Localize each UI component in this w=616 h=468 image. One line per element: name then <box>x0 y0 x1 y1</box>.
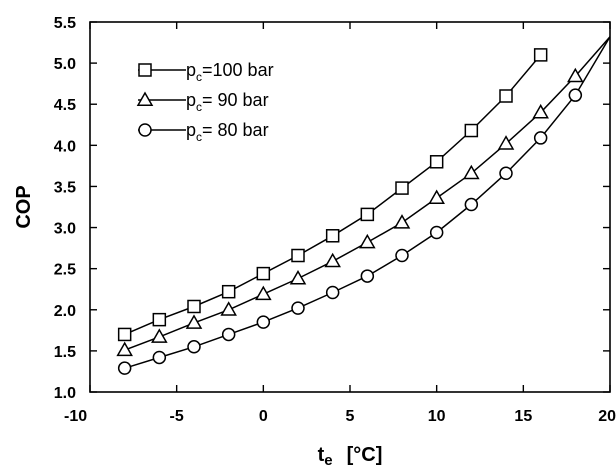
triangle-marker <box>151 328 168 343</box>
square-marker <box>152 312 167 327</box>
y-tick-label: 5.0 <box>54 56 76 73</box>
x-axis-title: te [°C] <box>318 444 383 468</box>
x-axis-title-main: t <box>318 444 325 466</box>
y-tick-label: 1.0 <box>54 385 76 402</box>
circle-marker <box>221 327 236 342</box>
square-marker <box>325 229 340 243</box>
circle-marker <box>499 166 513 181</box>
circle-marker <box>187 340 201 354</box>
circle-marker <box>360 269 375 283</box>
y-tick-label: 3.5 <box>54 179 76 196</box>
circle-marker <box>464 197 479 212</box>
triangle-marker <box>428 189 445 204</box>
legend-label-sub: c <box>196 130 202 144</box>
circle-marker <box>429 225 444 240</box>
circle-marker <box>568 88 583 102</box>
y-tick-label: 5.5 <box>54 15 76 32</box>
x-tick-label: 0 <box>259 408 268 425</box>
square-marker <box>499 89 513 103</box>
data-markers <box>116 48 584 375</box>
square-marker <box>291 248 305 263</box>
circle-marker <box>291 301 305 315</box>
triangle-marker <box>567 67 584 83</box>
circle-marker <box>395 248 409 263</box>
legend-label: pc=100 bar <box>186 60 274 84</box>
x-axis-title-unit: [°C] <box>347 444 383 466</box>
triangle-marker <box>359 233 376 249</box>
legend-label-sub: c <box>196 100 202 114</box>
circle-marker <box>533 131 548 145</box>
square-marker <box>138 63 152 77</box>
square-marker <box>533 48 548 62</box>
legend-label: pc= 90 bar <box>186 90 269 114</box>
x-axis-title-sub: e <box>324 452 332 468</box>
legend-label-rest: =100 bar <box>202 60 274 80</box>
x-tick-label: 5 <box>346 408 355 425</box>
plot-frame <box>89 21 611 393</box>
triangle-marker <box>393 214 411 229</box>
y-tick-label: 2.5 <box>54 262 76 279</box>
series-lines <box>124 36 611 369</box>
circle-marker <box>325 285 340 300</box>
legend-label-sub: c <box>196 70 202 84</box>
square-marker <box>395 181 409 195</box>
square-marker <box>429 155 444 169</box>
square-marker <box>256 266 271 281</box>
y-tick-label: 2.0 <box>54 303 76 320</box>
square-marker <box>360 207 375 222</box>
legend-label: pc= 80 bar <box>186 120 269 144</box>
square-marker <box>221 284 236 299</box>
series-line <box>124 36 611 369</box>
x-tick-label: 10 <box>428 408 446 425</box>
square-marker <box>464 123 479 138</box>
y-tick-label: 1.5 <box>54 344 76 361</box>
triangle-marker <box>255 285 272 301</box>
legend-label-rest: = 80 bar <box>202 120 269 140</box>
triangle-marker <box>324 252 341 268</box>
circle-marker <box>117 361 132 375</box>
y-tick-label: 3.0 <box>54 221 76 238</box>
y-axis-title: COP <box>13 185 35 228</box>
y-tick-label: 4.5 <box>54 97 76 114</box>
legend-label-main: p <box>186 120 196 140</box>
circle-marker <box>256 315 271 329</box>
triangle-marker <box>497 135 515 150</box>
triangle-marker <box>289 270 307 285</box>
triangle-marker <box>532 103 549 119</box>
x-tick-label: -5 <box>170 408 184 425</box>
axis-ticks <box>89 21 611 393</box>
x-tick-label: 20 <box>598 408 616 425</box>
triangle-marker <box>220 301 237 316</box>
x-tick-label: -10 <box>64 408 87 425</box>
legend-label-main: p <box>186 60 196 80</box>
triangle-marker <box>136 91 154 106</box>
legend-label-main: p <box>186 90 196 110</box>
square-marker <box>117 327 132 342</box>
x-tick-label: 15 <box>514 408 532 425</box>
tick-labels: -10 -5 0 5 10 15 20 1.0 1.5 2.0 2.5 3.0 3.5 4.0 4.5 5.0… <box>54 15 616 425</box>
square-marker <box>187 299 201 314</box>
legend-label-rest: = 90 bar <box>202 90 269 110</box>
triangle-marker <box>463 164 480 180</box>
triangle-marker <box>116 341 133 357</box>
triangle-marker <box>185 314 203 329</box>
circle-marker <box>152 350 167 365</box>
y-tick-label: 4.0 <box>54 138 76 155</box>
circle-marker <box>138 123 152 137</box>
